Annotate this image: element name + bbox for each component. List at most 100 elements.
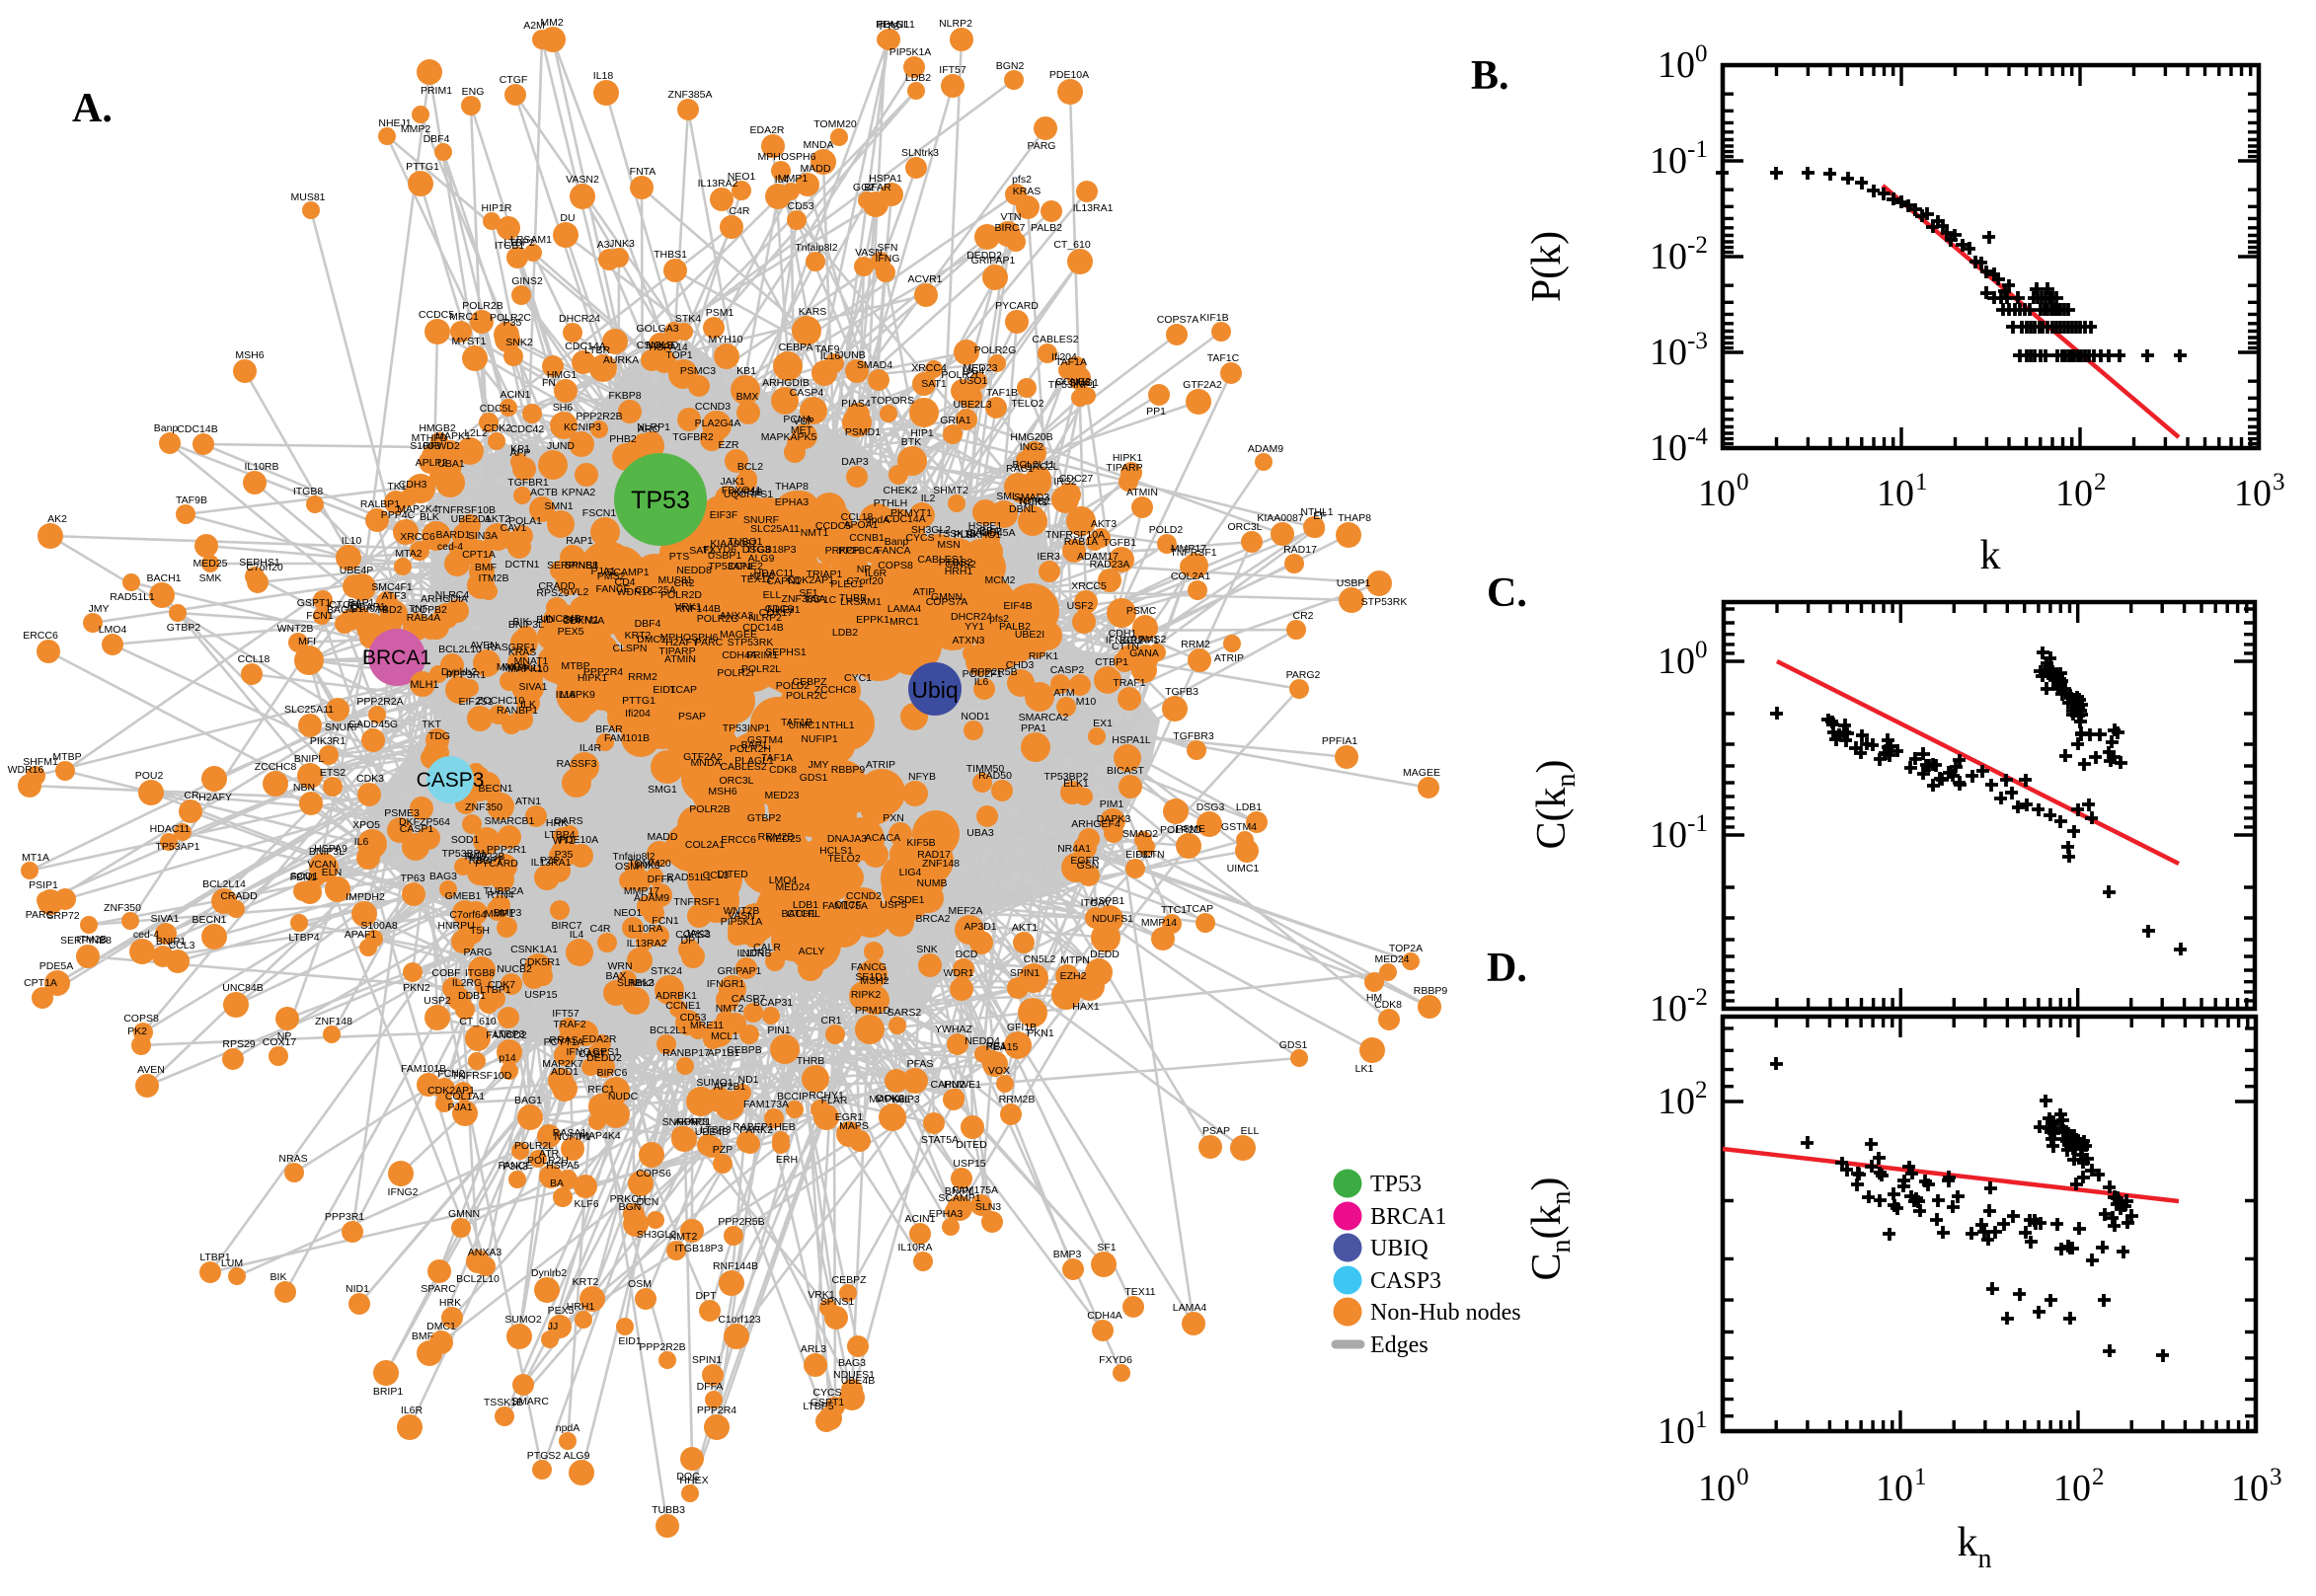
svg-text:IL6R: IL6R	[865, 568, 888, 579]
svg-text:JMY: JMY	[89, 603, 110, 615]
svg-text:USBP1: USBP1	[1337, 577, 1371, 589]
svg-text:10: 10	[1698, 1468, 1736, 1509]
svg-text:HMG20B: HMG20B	[1010, 431, 1052, 443]
svg-text:IL10RA: IL10RA	[897, 1242, 932, 1254]
svg-text:PRKCH: PRKCH	[610, 1193, 647, 1205]
svg-text:FCN2: FCN2	[437, 1068, 465, 1080]
svg-text:JAK1: JAK1	[720, 476, 744, 488]
svg-text:GOLGA3: GOLGA3	[636, 323, 678, 335]
svg-text:HAX1: HAX1	[1072, 1001, 1100, 1013]
svg-text:TAF1B: TAF1B	[986, 387, 1018, 399]
svg-text:GINS2: GINS2	[945, 559, 976, 570]
svg-text:0: 0	[1737, 1464, 1749, 1490]
svg-text:GSTM4: GSTM4	[747, 734, 783, 746]
svg-text:SH3GL2: SH3GL2	[911, 524, 951, 536]
svg-text:ILK: ILK	[520, 699, 536, 711]
svg-text:KIF1B: KIF1B	[1199, 312, 1228, 324]
svg-text:UIMC1: UIMC1	[789, 720, 821, 731]
svg-text:TAF9B: TAF9B	[176, 494, 207, 506]
svg-text:CPT1A: CPT1A	[24, 977, 57, 989]
svg-text:IL16: IL16	[820, 350, 841, 362]
svg-text:P35: P35	[555, 849, 574, 861]
svg-text:TEX11: TEX11	[740, 573, 771, 585]
svg-text:Tnfaip8l2: Tnfaip8l2	[612, 851, 655, 863]
svg-text:MTPN: MTPN	[1060, 954, 1090, 966]
svg-text:2: 2	[2094, 469, 2107, 495]
svg-text:TP53: TP53	[1370, 1172, 1422, 1197]
svg-text:ERH: ERH	[776, 1154, 798, 1166]
svg-text:CDC14A: CDC14A	[885, 513, 925, 525]
svg-text:CCL3: CCL3	[169, 940, 195, 951]
svg-text:COPS7A: COPS7A	[1157, 314, 1199, 326]
svg-text:PSMC: PSMC	[1126, 605, 1157, 617]
svg-text:PTGS2: PTGS2	[527, 1450, 562, 1462]
svg-text:CDC14B: CDC14B	[177, 423, 217, 435]
svg-text:IFNG: IFNG	[875, 253, 899, 265]
svg-text:TGFBR3: TGFBR3	[1173, 730, 1214, 742]
svg-text:EIF4B: EIF4B	[1003, 600, 1032, 612]
svg-text:TK1: TK1	[387, 481, 406, 493]
svg-text:0: 0	[1695, 637, 1708, 663]
svg-text:BFAR: BFAR	[864, 182, 891, 193]
svg-text:BB4: BB4	[979, 525, 999, 537]
svg-text:ZCCHC8: ZCCHC8	[255, 761, 297, 773]
svg-text:DITED: DITED	[717, 869, 748, 880]
svg-text:HRH1: HRH1	[567, 1301, 595, 1313]
svg-text:RFC1: RFC1	[587, 1084, 615, 1096]
svg-text:ATXN3: ATXN3	[952, 635, 984, 646]
svg-text:KRAS: KRAS	[508, 646, 537, 658]
svg-text:MMP14: MMP14	[1141, 917, 1177, 929]
svg-text:BIRC7: BIRC7	[552, 920, 582, 932]
svg-text:PC1: PC1	[691, 1116, 712, 1128]
svg-text:SMARC: SMARC	[511, 1396, 549, 1407]
svg-text:HM: HM	[1366, 992, 1382, 1004]
svg-text:MED24: MED24	[775, 881, 810, 893]
svg-text:A.: A.	[72, 86, 113, 131]
svg-text:MEF2A: MEF2A	[948, 905, 982, 917]
svg-text:ARHGDIB: ARHGDIB	[762, 377, 810, 389]
svg-text:GDS1: GDS1	[1279, 1039, 1308, 1051]
svg-text:TKT: TKT	[422, 719, 441, 730]
svg-text:RRM2: RRM2	[1181, 639, 1210, 650]
svg-text:FANCG: FANCG	[851, 961, 887, 973]
svg-text:IL13RA2: IL13RA2	[698, 178, 738, 190]
svg-text:CTCFL: CTCFL	[787, 908, 820, 920]
svg-text:DCTN1: DCTN1	[504, 559, 539, 570]
svg-text:SMN1: SMN1	[544, 500, 573, 512]
svg-text:STAT5A: STAT5A	[921, 1134, 959, 1146]
svg-text:KP1: KP1	[510, 443, 530, 455]
svg-text:PPA1: PPA1	[1021, 722, 1046, 734]
svg-text:CYC1: CYC1	[844, 672, 872, 684]
svg-text:AKT1: AKT1	[1012, 922, 1038, 934]
svg-text:RIPK1: RIPK1	[1029, 650, 1059, 662]
svg-text:ATMIN: ATMIN	[664, 653, 696, 665]
svg-text:SMARCA2: SMARCA2	[1019, 712, 1069, 723]
svg-text:RBL2: RBL2	[628, 977, 654, 989]
svg-text:TDG: TDG	[428, 730, 450, 742]
svg-text:DDB1: DDB1	[458, 990, 486, 1002]
svg-text:TOMM20: TOMM20	[813, 118, 857, 130]
svg-text:npdA: npdA	[556, 1422, 580, 1434]
svg-text:PYCARD: PYCARD	[475, 858, 518, 870]
svg-text:DCN: DCN	[637, 1196, 659, 1208]
svg-text:LIG4: LIG4	[899, 867, 922, 878]
svg-text:COPS8: COPS8	[123, 1013, 159, 1025]
svg-text:Banp: Banp	[154, 422, 179, 434]
svg-text:0: 0	[1695, 40, 1708, 67]
svg-text:DCD: DCD	[956, 949, 978, 960]
svg-text:ITGB8: ITGB8	[293, 486, 324, 497]
svg-text:CDH3: CDH3	[399, 479, 427, 491]
svg-text:PRKCH: PRKCH	[825, 545, 862, 557]
svg-text:GADD45A: GADD45A	[966, 527, 1015, 539]
svg-text:BCCIP: BCCIP	[777, 1091, 809, 1102]
svg-text:COX17: COX17	[263, 1036, 297, 1048]
svg-text:RPS29: RPS29	[536, 587, 569, 599]
svg-text:LTBP2: LTBP2	[503, 237, 534, 249]
svg-text:CDH4A: CDH4A	[722, 649, 757, 661]
svg-text:S100A4: S100A4	[350, 603, 388, 615]
svg-text:JNK3: JNK3	[635, 860, 660, 872]
svg-text:HHEX: HHEX	[679, 1475, 708, 1486]
svg-text:LTBP5: LTBP5	[803, 1401, 833, 1412]
svg-text:FAM175A: FAM175A	[822, 900, 868, 912]
svg-text:GMEB1: GMEB1	[445, 890, 482, 902]
